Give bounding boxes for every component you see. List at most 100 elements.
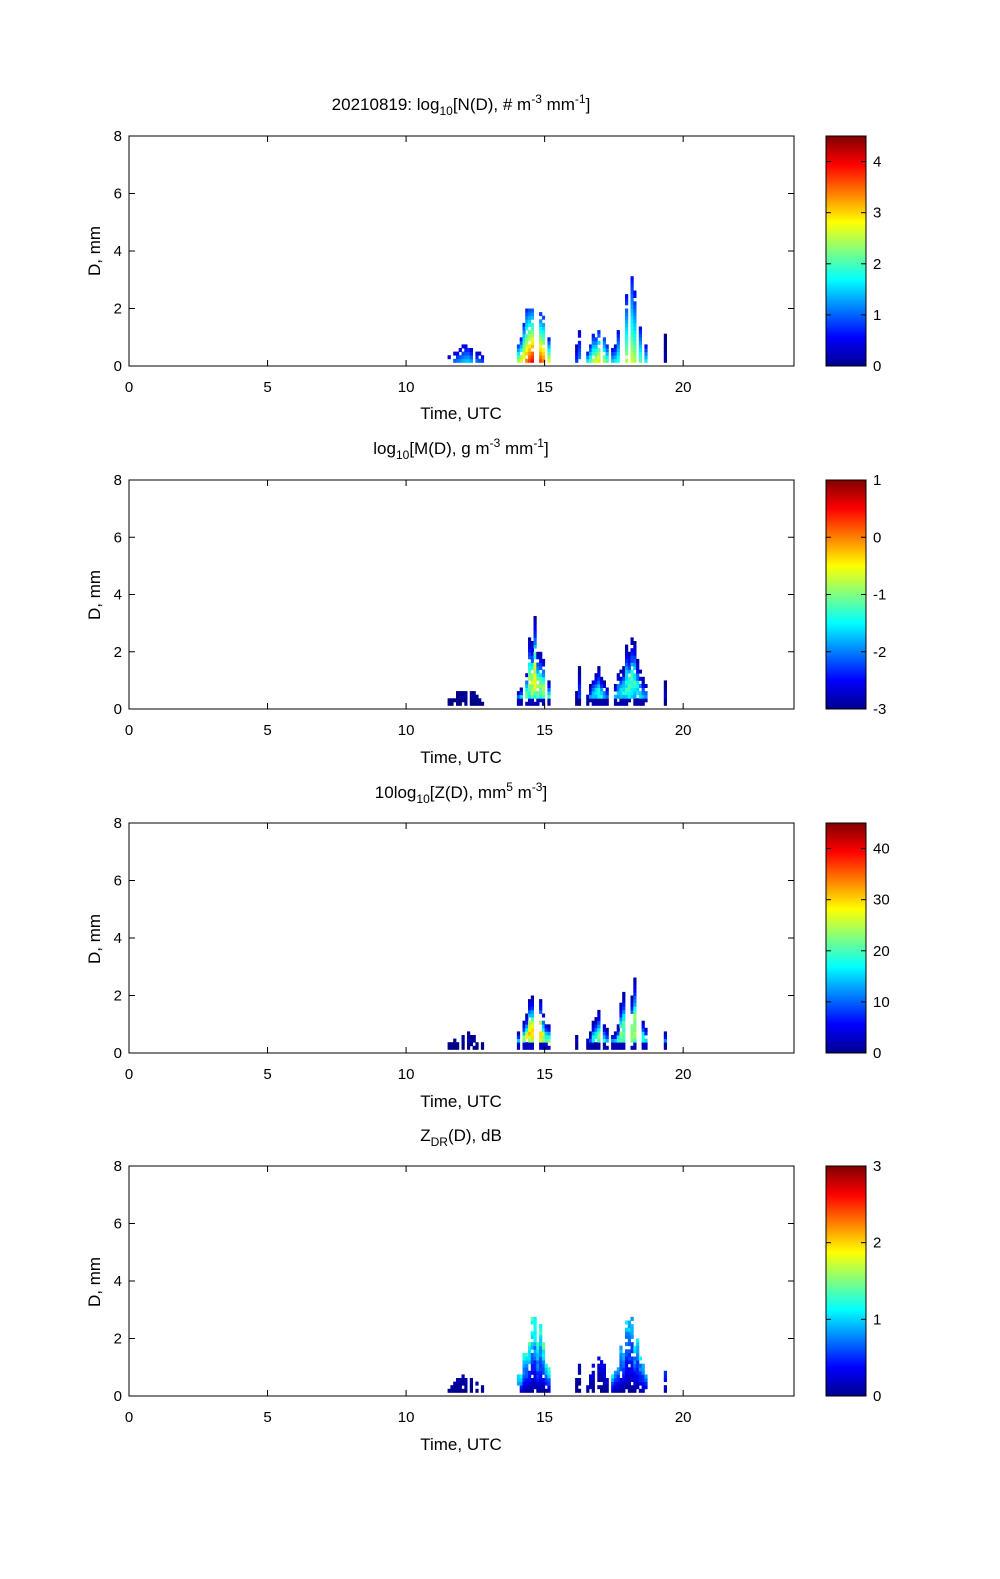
heatmap-cell	[528, 1024, 532, 1029]
x-axis-label: Time, UTC	[420, 404, 502, 423]
heatmap-cell	[602, 1388, 606, 1393]
heatmap-cell	[469, 1388, 473, 1393]
heatmap-cell	[597, 680, 601, 685]
heatmap-cell	[519, 337, 523, 342]
heatmap-cell	[616, 351, 620, 356]
heatmap-cell	[533, 1324, 537, 1329]
heatmap-cell	[663, 1045, 667, 1050]
heatmap-cell	[633, 666, 637, 671]
heatmap-cell	[633, 1009, 637, 1014]
heatmap-cell	[619, 1345, 623, 1350]
heatmap-cell	[577, 1378, 582, 1382]
heatmap-cell	[522, 1374, 526, 1379]
heatmap-cell	[622, 1013, 626, 1018]
heatmap-cell	[638, 1374, 642, 1379]
x-axis-label: Time, UTC	[420, 1435, 502, 1454]
colorbar-tick-label: -2	[873, 644, 886, 661]
heatmap-cell	[467, 355, 471, 360]
heatmap-cell	[627, 1327, 631, 1332]
heatmap-cell	[611, 1042, 615, 1047]
heatmap-cell	[633, 290, 637, 295]
heatmap-cell	[533, 626, 537, 631]
heatmap-cell	[630, 1002, 634, 1007]
heatmap-cell	[630, 333, 634, 338]
heatmap-cell	[533, 1345, 537, 1350]
heatmap-cell	[530, 1388, 534, 1393]
heatmap-cell	[467, 1045, 471, 1050]
heatmap-cell	[458, 701, 462, 706]
heatmap-cell	[533, 651, 537, 656]
heatmap-cell	[458, 1388, 462, 1393]
heatmap-cell	[605, 691, 609, 696]
heatmap-cell	[528, 637, 532, 642]
heatmap-cell	[597, 1038, 601, 1043]
heatmap-cell	[544, 1363, 548, 1368]
heatmap-cell	[630, 276, 634, 281]
heatmap-cell	[522, 1363, 526, 1368]
heatmap-cell	[539, 1385, 543, 1390]
heatmap-cell	[622, 1017, 626, 1022]
heatmap-cell	[641, 687, 645, 692]
heatmap-cell	[528, 312, 532, 317]
heatmap-cell	[541, 1024, 546, 1029]
heatmap-cell	[530, 1009, 534, 1014]
heatmap-cell	[644, 1027, 648, 1032]
heatmap-cell	[467, 348, 471, 352]
heatmap-cell	[597, 333, 601, 338]
panel-number-concentration: 20210819: log10[N(D), # m-3 mm-1] 0 5 10 15…	[85, 92, 881, 423]
heatmap-cell	[528, 1342, 532, 1347]
heatmap-cell	[461, 694, 465, 699]
heatmap-cell	[630, 694, 634, 699]
heatmap-cell	[630, 1363, 634, 1368]
heatmap-cell	[591, 1035, 595, 1039]
heatmap-cell	[539, 344, 543, 349]
y-tick-label: 4	[114, 243, 122, 260]
heatmap-cell	[627, 687, 631, 692]
y-tick-label: 6	[114, 873, 122, 890]
heatmap-cell	[525, 1045, 529, 1050]
heatmap-cell	[602, 1035, 606, 1039]
heatmap-cell	[625, 655, 629, 660]
heatmap-cell	[586, 351, 590, 356]
heatmap-cell	[464, 691, 468, 696]
colorbar-gradient	[825, 135, 867, 367]
heatmap-cell	[539, 1338, 543, 1343]
heatmap-cell	[619, 1356, 623, 1361]
heatmap-cell	[630, 673, 634, 678]
heatmap-cell	[547, 684, 551, 688]
heatmap-cell	[525, 687, 529, 692]
heatmap-cell	[577, 666, 582, 671]
heatmap-cell	[619, 1352, 623, 1357]
heatmap-cell	[544, 1042, 548, 1047]
heatmap-cell	[533, 691, 537, 696]
heatmap-cell	[597, 1378, 601, 1382]
heatmap-cell	[622, 1024, 626, 1029]
heatmap-cell	[630, 669, 634, 674]
heatmap-cell	[591, 358, 595, 363]
heatmap-cell	[522, 1352, 526, 1357]
heatmap-cell	[644, 351, 648, 356]
heatmap-cell	[519, 694, 523, 699]
heatmap-cell	[547, 1031, 551, 1036]
heatmap-cell	[530, 308, 534, 313]
heatmap-cell	[528, 358, 532, 363]
y-tick-label: 0	[114, 701, 122, 718]
y-tick-label: 2	[114, 644, 122, 661]
heatmap-cell	[636, 1370, 640, 1375]
panel-title: log10[M(D), g m-3 mm-1]	[373, 436, 548, 462]
heatmap-cell	[619, 1045, 623, 1050]
heatmap-cell	[591, 1027, 595, 1032]
heatmap-cell	[536, 1378, 540, 1382]
heatmap-cell	[633, 680, 637, 685]
heatmap-cell	[525, 1031, 529, 1036]
heatmap-cell	[541, 326, 546, 331]
y-tick-label: 4	[114, 930, 122, 947]
heatmap-cell	[594, 1035, 598, 1039]
heatmap-cell	[641, 1031, 645, 1036]
heatmap-cell	[522, 1367, 526, 1372]
heatmap-cell	[625, 1374, 629, 1379]
heatmap-cell	[644, 1042, 648, 1047]
heatmap-cell	[525, 1352, 529, 1357]
heatmap-cell	[541, 1363, 546, 1368]
